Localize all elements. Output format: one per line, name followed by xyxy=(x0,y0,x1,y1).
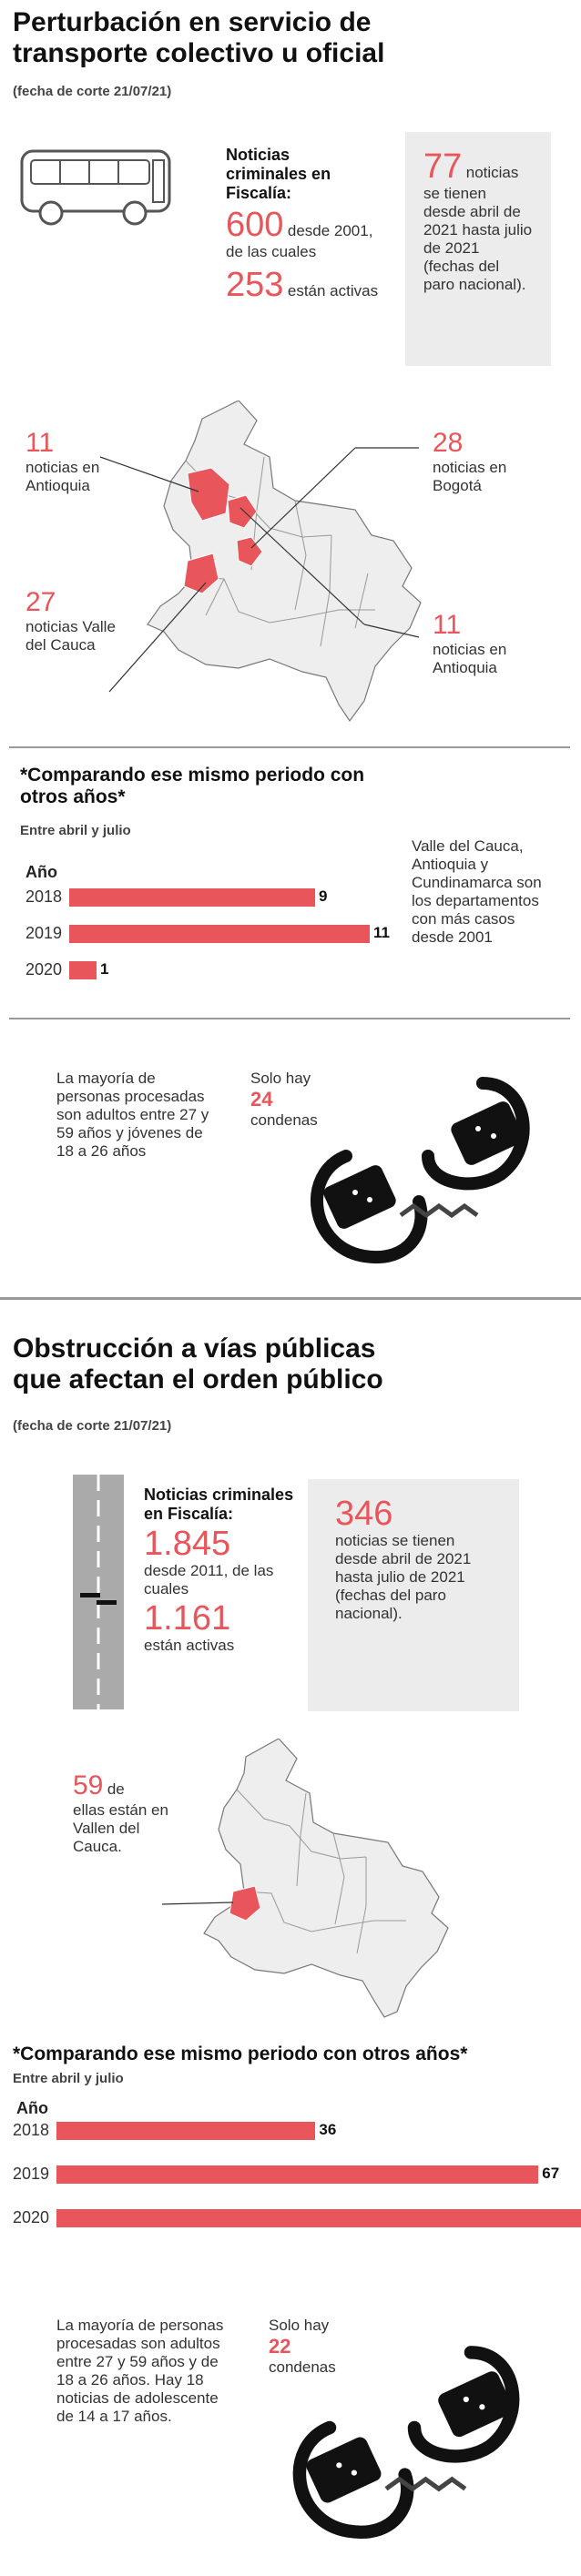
section2-title: Obstrucción a vías públicas que afectan … xyxy=(13,1334,383,1394)
chart1-year-header: Año xyxy=(25,863,57,881)
section2-prosecuted: La mayoría de personas procesadas son ad… xyxy=(56,2317,224,2425)
bus-icon xyxy=(20,149,171,226)
bar xyxy=(69,888,315,907)
section1-cutoff: (fecha de corte 21/07/21) xyxy=(13,84,172,99)
bar-year-label: 2020 xyxy=(13,2208,50,2226)
section-divider xyxy=(0,1297,581,1300)
bar-year-label: 2018 xyxy=(25,887,63,906)
divider xyxy=(9,746,570,748)
road-icon xyxy=(73,1475,124,1709)
bar-value-label: 67 xyxy=(542,2165,560,2182)
section2-active: 1.161 xyxy=(144,1599,231,1638)
section1-stats: Noticias criminales en Fiscalía: 600 des… xyxy=(226,146,379,304)
handcuffs-icon xyxy=(292,2346,520,2539)
section2-cutoff: (fecha de corte 21/07/21) xyxy=(13,1418,172,1434)
bar xyxy=(56,2209,581,2227)
section1-convictions: Solo hay 24 condenas xyxy=(250,1070,318,1129)
section1-info-box: 77 noticias se tienen desde abril de 202… xyxy=(405,132,551,366)
map1-label-antioquia-2: 11 noticias en Antioquia xyxy=(433,610,507,676)
chart1-subtitle: Entre abril y julio xyxy=(20,823,131,838)
chart2-subtitle: Entre abril y julio xyxy=(13,2071,124,2086)
divider xyxy=(9,1018,570,1019)
section1-total: 600 xyxy=(226,206,284,244)
colombia-map-2 xyxy=(161,1739,449,2018)
chart1-side-note: Valle del Cauca, Antioquia y Cundinamarc… xyxy=(412,837,542,946)
section1-active: 253 xyxy=(226,266,284,304)
section2-info-box: 346 noticias se tienen desde abril de 20… xyxy=(308,1479,519,1711)
handcuffs-icon xyxy=(311,1077,530,1264)
bar xyxy=(56,2165,539,2184)
chart1: 2018 9 2019 11 2020 1 xyxy=(25,887,390,997)
bar-year-label: 2020 xyxy=(25,960,63,979)
chart2: 201836201967202073 xyxy=(13,2121,581,2230)
colombia-map-1 xyxy=(99,401,422,723)
section1-title: Perturbación en servicio de transporte c… xyxy=(13,7,385,68)
chart2-title: *Comparando ese mismo periodo con otros … xyxy=(13,2044,468,2064)
bar xyxy=(69,925,370,943)
bar xyxy=(56,2122,316,2140)
map1-label-bogota: 28 noticias en Bogotá xyxy=(433,428,507,494)
map1-label-valle: 27 noticias Valle del Cauca xyxy=(25,587,116,654)
bar-value-label: 36 xyxy=(319,2121,337,2138)
map1-label-antioquia: 11 noticias en Antioquia xyxy=(25,428,100,494)
bar-value-label: 11 xyxy=(373,924,390,941)
bar-value-label: 9 xyxy=(319,887,328,905)
map2-label-valle: 59 de ellas están en Vallen del Cauca. xyxy=(73,1770,168,1855)
section2-total: 1.845 xyxy=(144,1525,231,1563)
section1-prosecuted: La mayoría de personas procesadas son ad… xyxy=(56,1070,209,1160)
bar-year-label: 2019 xyxy=(25,924,63,942)
section2-stats: Noticias criminales en Fiscalía: 1.845 d… xyxy=(144,1486,294,1654)
section2-convictions: Solo hay 22 condenas xyxy=(269,2317,336,2376)
bar-value-label: 1 xyxy=(100,960,109,978)
bar xyxy=(69,961,97,979)
bar-year-label: 2019 xyxy=(13,2165,50,2183)
chart2-year-header: Año xyxy=(16,2099,48,2117)
bar-year-label: 2018 xyxy=(13,2121,50,2139)
chart1-title: *Comparando ese mismo periodo con otros … xyxy=(20,765,365,807)
